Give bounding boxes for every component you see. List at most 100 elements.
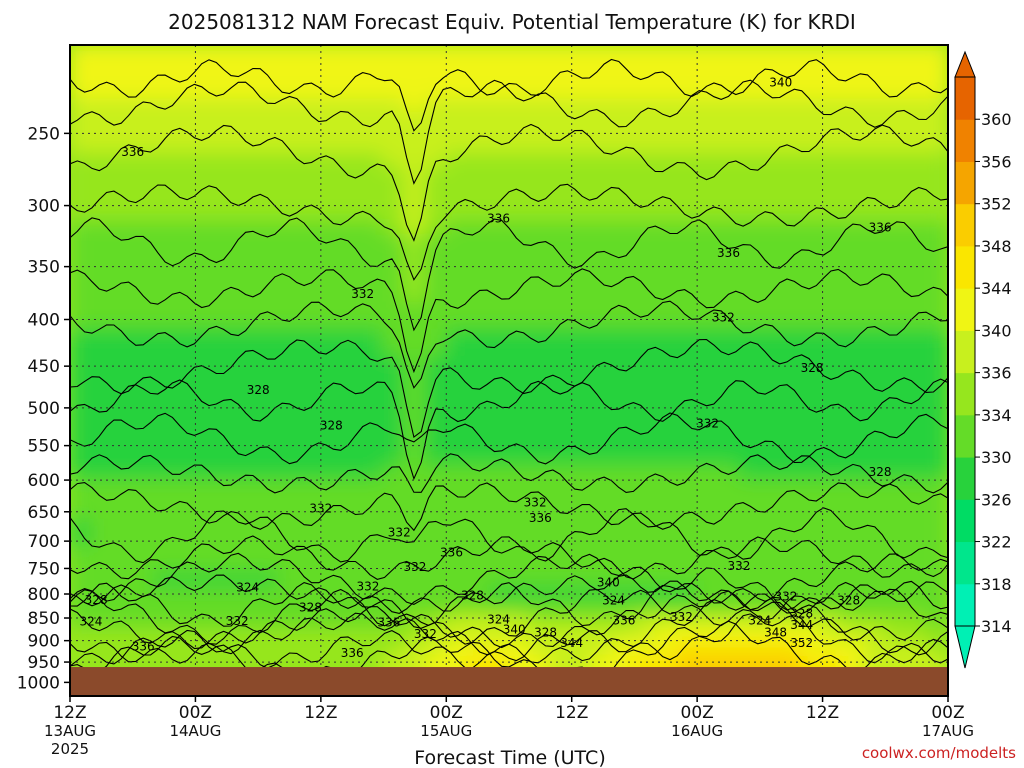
field-cell	[403, 98, 427, 114]
field-cell	[424, 247, 448, 263]
field-cell	[194, 491, 218, 508]
field-cell	[926, 57, 948, 74]
field-cell	[591, 654, 615, 670]
field-cell	[445, 206, 469, 223]
field-cell	[926, 437, 948, 453]
field-cell	[800, 288, 824, 304]
field-cell	[884, 138, 908, 155]
field-cell	[257, 355, 280, 372]
field-cell	[236, 166, 260, 182]
field-cell	[445, 111, 469, 128]
field-cell	[570, 586, 594, 603]
field-cell	[299, 328, 322, 345]
field-cell	[278, 572, 301, 589]
field-cell	[487, 586, 510, 603]
field-cell	[257, 478, 280, 494]
field-cell	[905, 369, 929, 386]
field-cell	[215, 464, 239, 480]
field-cell	[508, 342, 531, 358]
field-cell	[696, 206, 719, 223]
field-cell	[466, 233, 490, 250]
field-cell	[612, 450, 636, 467]
field-cell	[215, 288, 239, 304]
field-cell	[758, 288, 782, 304]
field-cell	[549, 152, 573, 169]
field-cell	[758, 193, 782, 209]
field-cell	[654, 193, 678, 209]
field-cell	[278, 369, 301, 386]
field-cell	[863, 84, 887, 101]
field-cell	[319, 450, 343, 467]
field-cell	[842, 328, 866, 345]
field-cell	[905, 464, 929, 480]
field-cell	[508, 152, 531, 169]
field-cell	[466, 45, 490, 60]
field-cell	[633, 261, 657, 277]
field-cell	[591, 545, 615, 562]
field-cell	[884, 125, 908, 141]
field-cell	[319, 518, 343, 535]
field-cell	[654, 450, 678, 467]
field-cell	[905, 423, 929, 440]
field-cell	[800, 654, 824, 670]
field-cell	[299, 315, 322, 331]
field-cell	[591, 206, 615, 223]
field-cell	[89, 274, 113, 291]
field-cell	[361, 396, 385, 413]
field-cell	[487, 572, 510, 589]
field-cell	[487, 613, 510, 630]
field-cell	[717, 111, 740, 128]
field-cell	[194, 71, 218, 87]
field-cell	[236, 274, 260, 291]
field-cell	[779, 84, 803, 101]
field-cell	[70, 71, 92, 87]
field-cell	[738, 84, 761, 101]
field-cell	[926, 342, 948, 358]
field-cell	[466, 288, 490, 304]
field-cell	[299, 532, 322, 548]
field-cell	[466, 57, 490, 74]
field-cell	[863, 505, 887, 521]
field-cell	[340, 98, 364, 114]
field-cell	[278, 410, 301, 426]
field-cell	[905, 301, 929, 318]
field-cell	[717, 355, 740, 372]
field-cell	[361, 518, 385, 535]
field-cell	[800, 545, 824, 562]
field-cell	[863, 532, 887, 548]
field-cell	[758, 640, 782, 657]
field-cell	[738, 545, 761, 562]
field-cell	[152, 437, 176, 453]
field-cell	[89, 355, 113, 372]
y-tick-label: 450	[28, 357, 60, 377]
field-cell	[466, 274, 490, 291]
field-cell	[152, 166, 176, 182]
field-cell	[487, 328, 510, 345]
field-cell	[487, 355, 510, 372]
field-cell	[236, 111, 260, 128]
field-cell	[508, 166, 531, 182]
field-cell	[194, 125, 218, 141]
field-cell	[319, 410, 343, 426]
field-cell	[173, 600, 197, 616]
field-cell	[403, 600, 427, 616]
contour-label: 328	[837, 593, 860, 607]
field-cell	[340, 45, 364, 60]
field-cell	[487, 464, 510, 480]
field-cell	[194, 410, 218, 426]
field-cell	[70, 532, 92, 548]
field-cell	[194, 654, 218, 670]
field-cell	[278, 383, 301, 399]
field-cell	[487, 410, 510, 426]
field-cell	[194, 111, 218, 128]
field-cell	[654, 220, 678, 236]
field-cell	[696, 572, 719, 589]
field-cell	[131, 57, 155, 74]
field-cell	[131, 437, 155, 453]
field-cell	[905, 111, 929, 128]
field-cell	[926, 505, 948, 521]
field-cell	[779, 464, 803, 480]
field-cell	[361, 111, 385, 128]
y-tick-label: 350	[28, 258, 60, 278]
field-cell	[821, 261, 845, 277]
